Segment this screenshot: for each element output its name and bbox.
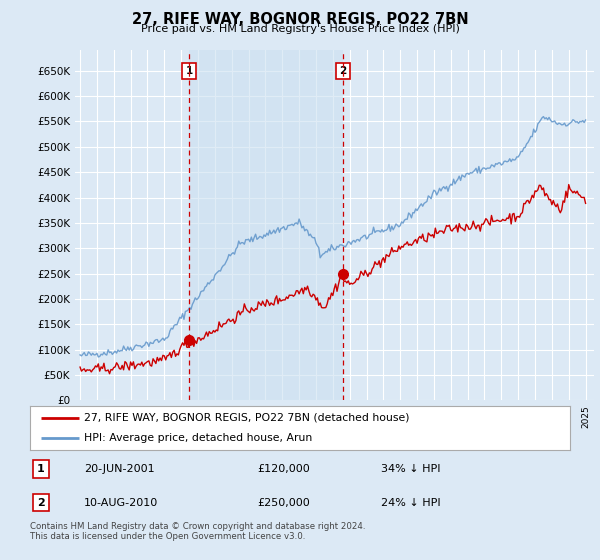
Text: 27, RIFE WAY, BOGNOR REGIS, PO22 7BN: 27, RIFE WAY, BOGNOR REGIS, PO22 7BN: [131, 12, 469, 27]
Text: 24% ↓ HPI: 24% ↓ HPI: [381, 497, 440, 507]
Text: 1: 1: [185, 66, 193, 76]
Text: 10-AUG-2010: 10-AUG-2010: [84, 497, 158, 507]
Bar: [189, 50, 343, 400]
Text: Contains HM Land Registry data © Crown copyright and database right 2024.
This d: Contains HM Land Registry data © Crown c…: [30, 522, 365, 542]
Text: 2: 2: [340, 66, 347, 76]
Text: 20-JUN-2001: 20-JUN-2001: [84, 464, 155, 474]
Text: 34% ↓ HPI: 34% ↓ HPI: [381, 464, 440, 474]
Text: HPI: Average price, detached house, Arun: HPI: Average price, detached house, Arun: [84, 433, 312, 443]
Text: 2: 2: [37, 497, 44, 507]
Text: £250,000: £250,000: [257, 497, 310, 507]
Text: £120,000: £120,000: [257, 464, 310, 474]
Text: Price paid vs. HM Land Registry's House Price Index (HPI): Price paid vs. HM Land Registry's House …: [140, 24, 460, 34]
Text: 1: 1: [37, 464, 44, 474]
Text: 27, RIFE WAY, BOGNOR REGIS, PO22 7BN (detached house): 27, RIFE WAY, BOGNOR REGIS, PO22 7BN (de…: [84, 413, 409, 423]
